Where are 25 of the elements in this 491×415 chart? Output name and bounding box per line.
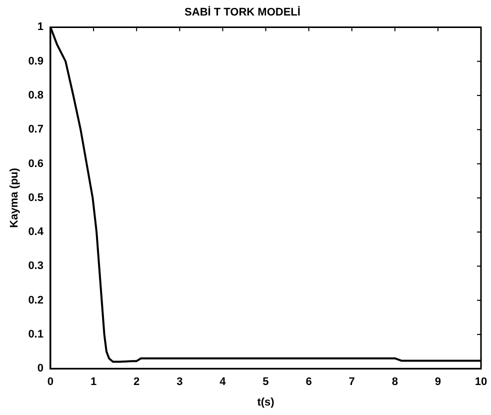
y-tick-label: 0.9 xyxy=(28,55,44,68)
x-tick-label: 10 xyxy=(474,376,488,388)
y-tick-label: 0.6 xyxy=(28,158,44,170)
y-tick-label: 0 xyxy=(37,362,44,375)
x-tick-label: 8 xyxy=(392,376,398,388)
y-tick-label: 0.3 xyxy=(28,260,44,272)
x-tick-label: 5 xyxy=(262,376,269,388)
x-tick-label: 3 xyxy=(176,376,183,388)
y-tick-label: 0.5 xyxy=(28,192,44,204)
y-axis-title: Kayma (pu) xyxy=(8,168,21,228)
x-tick-label: 6 xyxy=(306,376,312,388)
y-tick-label: 0.8 xyxy=(28,90,44,102)
y-tick-label: 0.2 xyxy=(28,294,44,306)
x-tick-label: 0 xyxy=(47,376,54,388)
y-tick-label: 0.4 xyxy=(28,226,44,238)
x-tick-label: 9 xyxy=(434,376,442,388)
chart-title: SABİ T TORK MODELİ xyxy=(184,6,300,19)
x-tick-label: 2 xyxy=(134,376,140,388)
x-tick-label: 7 xyxy=(348,376,355,388)
x-tick-label: 1 xyxy=(90,376,97,388)
x-tick-label: 4 xyxy=(220,376,227,388)
y-tick-label: 1 xyxy=(37,21,44,34)
x-axis-title: t(s) xyxy=(257,396,275,408)
y-tick-label: 0.1 xyxy=(28,328,44,340)
y-tick-label: 0.7 xyxy=(28,124,44,136)
